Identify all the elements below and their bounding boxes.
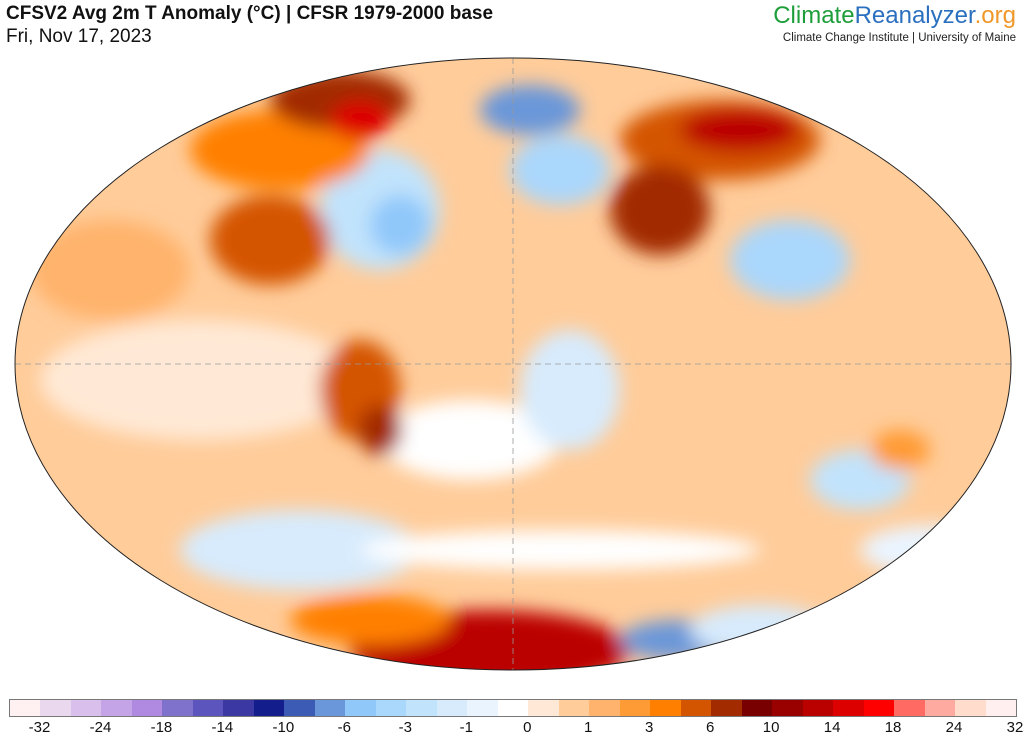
colorbar-swatch: [619, 700, 651, 716]
colorbar-label: 32: [1006, 719, 1024, 736]
colorbar-swatch: [528, 700, 559, 716]
colorbar-label: 10: [762, 719, 780, 736]
colorbar-label: 6: [705, 719, 715, 736]
colorbar-swatch: [131, 700, 163, 716]
colorbar-label: -6: [337, 719, 351, 736]
colorbar-swatch: [436, 700, 468, 716]
colorbar-swatch: [955, 700, 986, 716]
colorbar-swatch: [192, 700, 224, 716]
colorbar-swatch: [833, 700, 864, 716]
colorbar-label: 24: [945, 719, 963, 736]
brand-org: .org: [974, 2, 1016, 29]
brand-climate: Climate: [773, 2, 855, 29]
colorbar-swatch: [162, 700, 193, 716]
colorbar-swatch: [680, 700, 712, 716]
colorbar-label: -10: [272, 719, 295, 736]
colorbar-label: -18: [150, 719, 173, 736]
colorbar-swatch: [802, 700, 834, 716]
colorbar-label: -32: [28, 719, 51, 736]
colorbar-label: 3: [645, 719, 654, 736]
colorbar-label: 0: [523, 719, 532, 736]
colorbar-swatch: [711, 700, 742, 716]
colorbar-swatch: [406, 700, 437, 716]
colorbar-swatch: [863, 700, 895, 716]
colorbar-swatch: [284, 700, 315, 716]
colorbar-swatch: [70, 700, 102, 716]
colorbar-swatch: [375, 700, 407, 716]
colorbar-swatch: [558, 700, 590, 716]
colorbar-swatch: [10, 700, 41, 716]
brand-logo[interactable]: ClimateReanalyzer.org: [773, 2, 1016, 30]
colorbar-label: -3: [398, 719, 412, 736]
colorbar-label: -1: [459, 719, 473, 736]
colorbar-swatch: [650, 700, 681, 716]
brand-reanalyzer: Reanalyzer: [854, 2, 975, 29]
colorbar: [9, 699, 1017, 717]
colorbar-label: 14: [823, 719, 841, 736]
colorbar-swatch: [101, 700, 132, 716]
colorbar-swatch: [741, 700, 773, 716]
map-title: CFSV2 Avg 2m T Anomaly (°C) | CFSR 1979-…: [6, 3, 494, 24]
colorbar-label: -24: [89, 719, 112, 736]
colorbar-swatch: [467, 700, 498, 716]
colorbar-label: 1: [584, 719, 593, 736]
map-date: Fri, Nov 17, 2023: [6, 26, 152, 47]
colorbar-swatch: [985, 700, 1016, 716]
anomaly-map: [14, 57, 1012, 671]
colorbar-swatch: [345, 700, 376, 716]
colorbar-swatch: [253, 700, 285, 716]
colorbar-swatch: [223, 700, 254, 716]
colorbar-swatch: [924, 700, 956, 716]
colorbar-swatch: [40, 700, 71, 716]
colorbar-labels: -32 -24 -18 -14 -10 -6 -3 -1 0 1 3 6 10 14 18 24 32: [9, 719, 1024, 739]
colorbar-swatch: [894, 700, 925, 716]
colorbar-swatch: [314, 700, 346, 716]
colorbar-label: 18: [884, 719, 902, 736]
brand-subtitle: Climate Change Institute | University of…: [782, 32, 1016, 44]
colorbar-swatch: [772, 700, 803, 716]
colorbar-swatch: [497, 700, 529, 716]
colorbar-label: -14: [211, 719, 234, 736]
colorbar-swatch: [589, 700, 620, 716]
